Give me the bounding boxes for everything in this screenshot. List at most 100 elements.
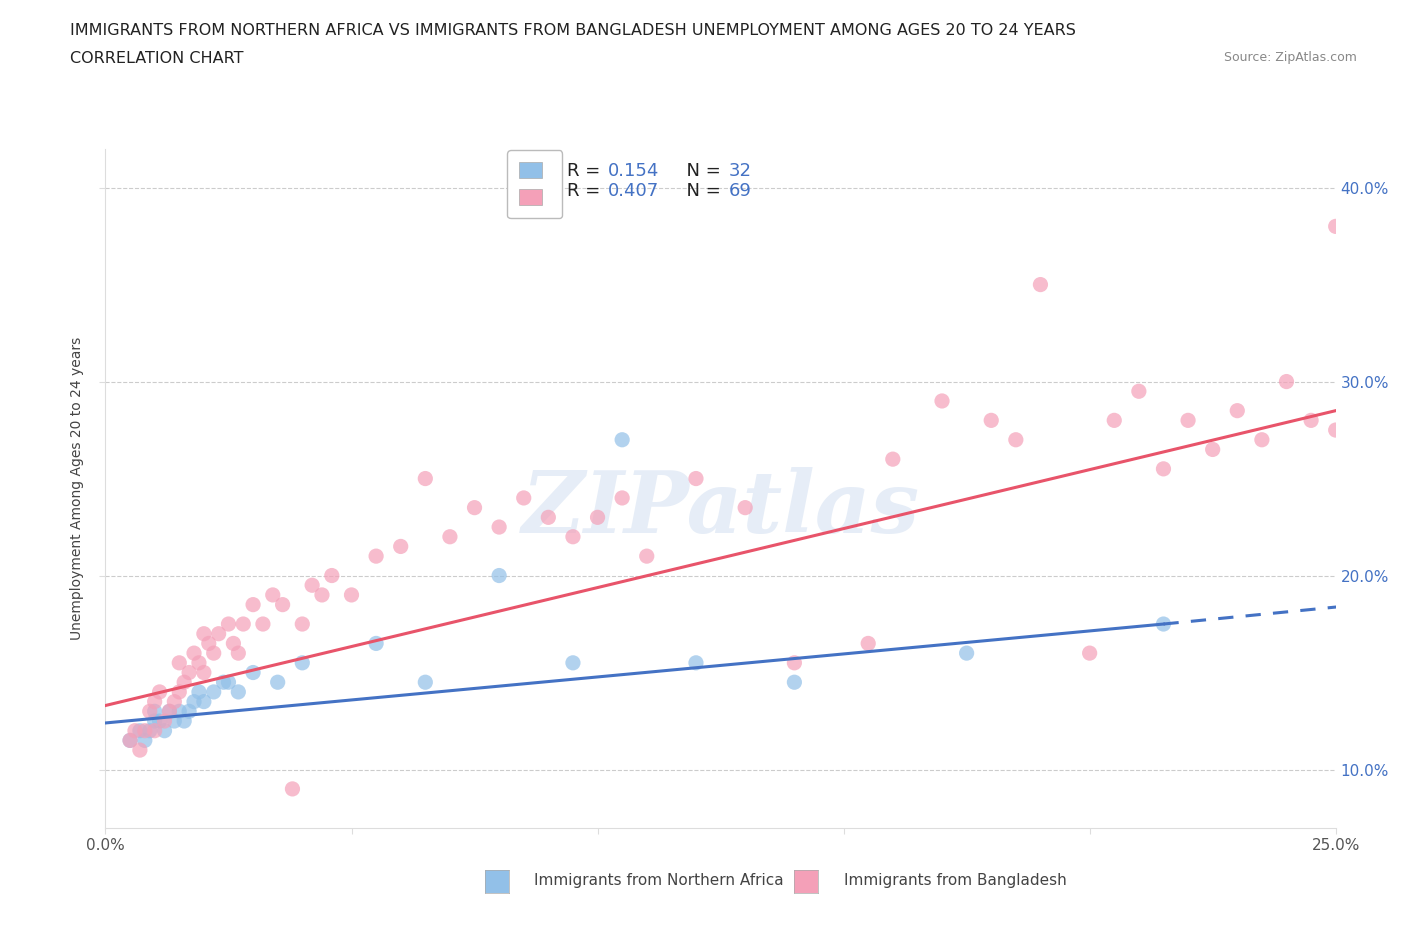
Point <box>783 656 806 671</box>
Point <box>159 704 180 719</box>
Point <box>143 713 166 728</box>
Point <box>882 452 904 467</box>
Text: 0.407: 0.407 <box>607 182 658 200</box>
Point <box>956 645 979 660</box>
Point <box>193 665 215 680</box>
Point <box>153 713 176 728</box>
Point <box>228 684 250 699</box>
Point <box>1202 442 1225 457</box>
Point <box>439 529 461 544</box>
Point <box>173 713 195 728</box>
Point <box>232 617 254 631</box>
Point <box>120 733 141 748</box>
Point <box>1153 617 1175 631</box>
Point <box>931 393 953 408</box>
Text: 69: 69 <box>730 182 752 200</box>
Point <box>340 588 363 603</box>
Point <box>562 529 585 544</box>
Point <box>228 645 250 660</box>
Point <box>858 636 880 651</box>
Point <box>488 568 510 583</box>
Point <box>138 704 162 719</box>
Point <box>193 626 215 641</box>
Point <box>1078 645 1101 660</box>
Point <box>1102 413 1125 428</box>
Point <box>120 733 141 748</box>
Point <box>1029 277 1052 292</box>
Point <box>124 724 146 738</box>
Point <box>366 636 388 651</box>
Point <box>202 684 225 699</box>
Point <box>197 636 221 651</box>
Point <box>1226 404 1249 418</box>
Point <box>169 684 191 699</box>
Point <box>134 733 156 748</box>
Point <box>1301 413 1323 428</box>
Point <box>242 665 264 680</box>
Text: 32: 32 <box>730 162 752 180</box>
Point <box>415 675 437 690</box>
Point <box>173 675 195 690</box>
Point <box>262 588 284 603</box>
Point <box>222 636 245 651</box>
Text: Immigrants from Bangladesh: Immigrants from Bangladesh <box>844 873 1066 888</box>
Point <box>179 665 201 680</box>
Point <box>1324 422 1347 437</box>
Point <box>169 656 191 671</box>
Point <box>193 694 215 709</box>
Point <box>159 704 180 719</box>
Point <box>252 617 274 631</box>
Text: N =: N = <box>675 162 727 180</box>
Point <box>610 490 633 505</box>
Point <box>1153 461 1175 476</box>
Point <box>218 617 240 631</box>
Point <box>163 694 186 709</box>
Point <box>138 724 162 738</box>
Point <box>281 781 304 796</box>
Point <box>129 724 152 738</box>
Point <box>685 472 707 486</box>
Point <box>153 724 176 738</box>
Point <box>610 432 633 447</box>
Point <box>1251 432 1274 447</box>
Y-axis label: Unemployment Among Ages 20 to 24 years: Unemployment Among Ages 20 to 24 years <box>70 337 84 640</box>
Point <box>163 713 186 728</box>
Point <box>464 500 486 515</box>
Text: Immigrants from Northern Africa: Immigrants from Northern Africa <box>534 873 785 888</box>
Point <box>291 656 314 671</box>
Point <box>202 645 225 660</box>
Point <box>685 656 707 671</box>
Point <box>169 704 191 719</box>
Point <box>734 500 756 515</box>
Text: ZIPatlas: ZIPatlas <box>522 467 920 551</box>
Point <box>586 510 609 525</box>
Point <box>366 549 388 564</box>
Point <box>513 490 536 505</box>
Point <box>1324 219 1347 233</box>
Point <box>149 684 172 699</box>
Text: CORRELATION CHART: CORRELATION CHART <box>70 51 243 66</box>
Point <box>980 413 1002 428</box>
Point <box>537 510 560 525</box>
Point <box>188 684 211 699</box>
Point <box>636 549 658 564</box>
Text: R =: R = <box>567 162 606 180</box>
Point <box>301 578 323 592</box>
Point <box>143 694 166 709</box>
Point <box>242 597 264 612</box>
Point <box>188 656 211 671</box>
Point <box>129 743 152 758</box>
Point <box>1275 374 1298 389</box>
Point <box>134 724 156 738</box>
Point <box>1177 413 1199 428</box>
Legend: , : , <box>508 151 562 218</box>
Point <box>143 724 166 738</box>
Point <box>179 704 201 719</box>
Point <box>208 626 231 641</box>
Point <box>271 597 294 612</box>
Text: Source: ZipAtlas.com: Source: ZipAtlas.com <box>1223 51 1357 64</box>
Point <box>415 472 437 486</box>
Point <box>267 675 290 690</box>
Text: R =: R = <box>567 182 606 200</box>
Point <box>562 656 585 671</box>
